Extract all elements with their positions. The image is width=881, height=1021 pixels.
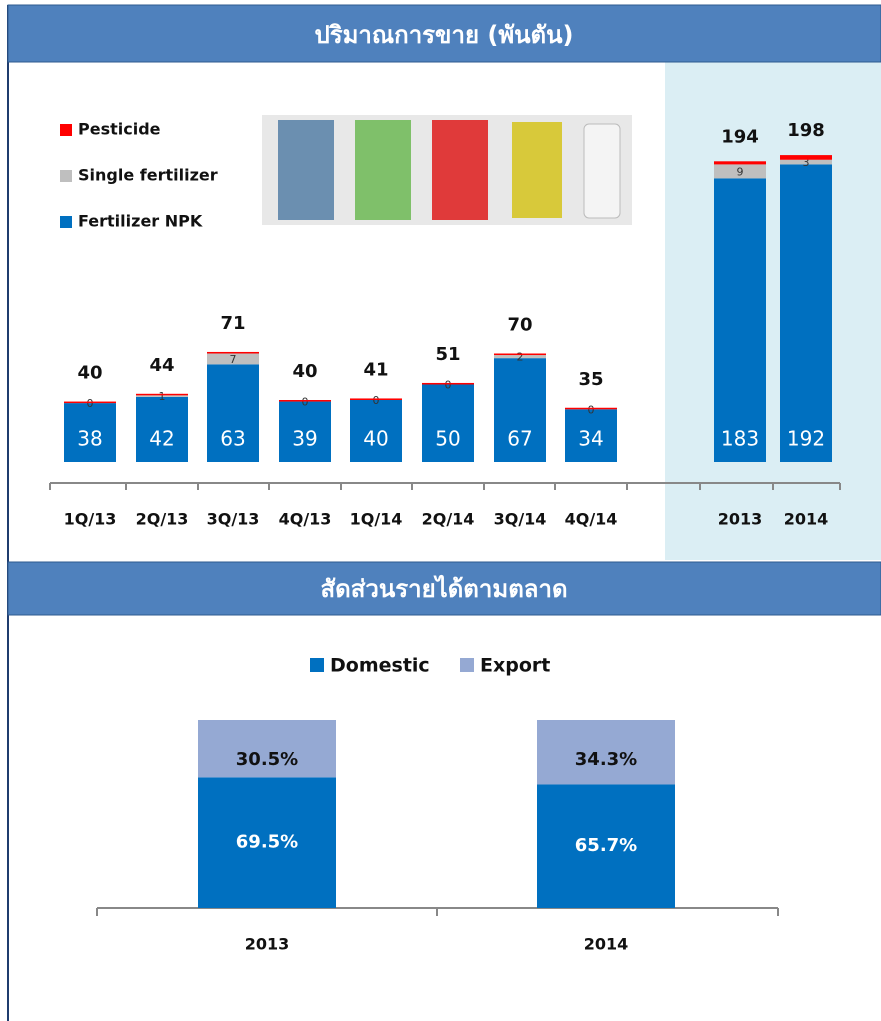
value-label: 0 xyxy=(373,394,380,407)
value-label: 2 xyxy=(517,351,524,364)
bar-segment xyxy=(207,364,259,462)
total-label: 40 xyxy=(77,363,102,384)
x-tick-label: 2014 xyxy=(584,935,629,954)
x-tick-label: 4Q/14 xyxy=(565,510,618,529)
bar-segment xyxy=(422,384,474,462)
bar-segment xyxy=(537,720,675,785)
bar-segment xyxy=(64,403,116,462)
total-label: 35 xyxy=(578,369,603,390)
bar-segment xyxy=(565,409,617,462)
bar-segment xyxy=(714,164,766,179)
value-label: 0 xyxy=(445,379,452,392)
legend-label: Export xyxy=(480,655,550,677)
header-title: ปริมาณการขาย (พันตัน) xyxy=(314,21,573,49)
legend-swatch xyxy=(460,658,474,672)
value-label: 183 xyxy=(721,427,759,451)
x-tick-label: 4Q/13 xyxy=(279,510,332,529)
legend-label: Fertilizer NPK xyxy=(78,212,203,231)
value-label: 0 xyxy=(302,396,309,409)
bar-segment xyxy=(494,358,546,462)
bar-segment xyxy=(350,398,402,400)
value-label: 69.5% xyxy=(236,832,298,853)
bar-segment xyxy=(494,353,546,356)
total-label: 40 xyxy=(292,361,317,382)
value-label: 0 xyxy=(87,397,94,410)
value-label: 0 xyxy=(588,403,595,416)
header-band xyxy=(7,4,881,63)
bar-segment xyxy=(198,720,336,778)
x-tick-label: 2Q/13 xyxy=(136,510,189,529)
bar-segment xyxy=(207,353,259,365)
legend-swatch xyxy=(60,216,72,228)
bar-segment xyxy=(136,396,188,462)
value-label: 30.5% xyxy=(236,749,298,770)
bar-segment xyxy=(780,164,832,462)
bar-segment xyxy=(350,400,402,462)
x-tick-label: 3Q/13 xyxy=(207,510,260,529)
legend-swatch xyxy=(60,170,72,182)
x-tick-label: 1Q/14 xyxy=(350,510,403,529)
total-label: 198 xyxy=(787,120,825,141)
bar-segment xyxy=(714,161,766,165)
bar-segment xyxy=(565,407,617,410)
legend-label: Pesticide xyxy=(78,120,161,139)
bar-segment xyxy=(279,401,331,462)
bar-segment xyxy=(714,178,766,462)
value-label: 63 xyxy=(220,427,245,451)
value-label: 67 xyxy=(507,427,532,451)
header-title: สัดส่วนรายได้ตามตลาด xyxy=(320,574,567,603)
bar-segment xyxy=(64,401,116,404)
header-band xyxy=(7,561,881,616)
x-tick-label: 1Q/13 xyxy=(64,510,117,529)
bar-segment xyxy=(198,777,336,908)
value-label: 65.7% xyxy=(575,835,637,856)
value-label: 9 xyxy=(737,165,744,178)
value-label: 34.3% xyxy=(575,749,637,770)
total-label: 44 xyxy=(149,355,174,376)
legend-swatch xyxy=(60,124,72,136)
bar-segment xyxy=(279,400,331,402)
bar-segment xyxy=(494,355,546,359)
x-tick-label: 3Q/14 xyxy=(494,510,547,529)
total-label: 194 xyxy=(721,126,759,147)
total-label: 41 xyxy=(363,359,388,380)
bar-segment xyxy=(136,395,188,397)
bag xyxy=(278,120,334,220)
value-label: 3 xyxy=(803,156,810,169)
total-label: 51 xyxy=(435,344,460,365)
bar-segment xyxy=(780,159,832,165)
product-image xyxy=(262,115,632,225)
legend-label: Domestic xyxy=(330,655,430,677)
value-label: 39 xyxy=(292,427,317,451)
bar-segment xyxy=(136,393,188,396)
bar-segment xyxy=(537,784,675,908)
x-tick-label: 2013 xyxy=(718,510,763,529)
bag xyxy=(512,122,562,218)
value-label: 40 xyxy=(363,427,388,451)
value-label: 192 xyxy=(787,427,825,451)
bar-segment xyxy=(207,351,259,354)
value-label: 42 xyxy=(149,427,174,451)
x-tick-label: 2013 xyxy=(245,935,290,954)
bar-segment xyxy=(780,155,832,160)
x-tick-label: 2Q/14 xyxy=(422,510,475,529)
value-label: 7 xyxy=(230,353,237,366)
total-label: 71 xyxy=(220,313,245,334)
value-label: 38 xyxy=(77,427,102,451)
value-label: 34 xyxy=(578,427,603,451)
legend-label: Single fertilizer xyxy=(78,166,218,185)
total-label: 70 xyxy=(507,315,532,336)
legend-swatch xyxy=(310,658,324,672)
bottle xyxy=(583,123,621,219)
value-label: 50 xyxy=(435,427,460,451)
x-tick-label: 2014 xyxy=(784,510,829,529)
bar-segment xyxy=(422,382,474,385)
bag xyxy=(355,120,411,220)
annual-panel xyxy=(665,62,881,560)
value-label: 1 xyxy=(159,390,166,403)
bag xyxy=(432,120,488,220)
